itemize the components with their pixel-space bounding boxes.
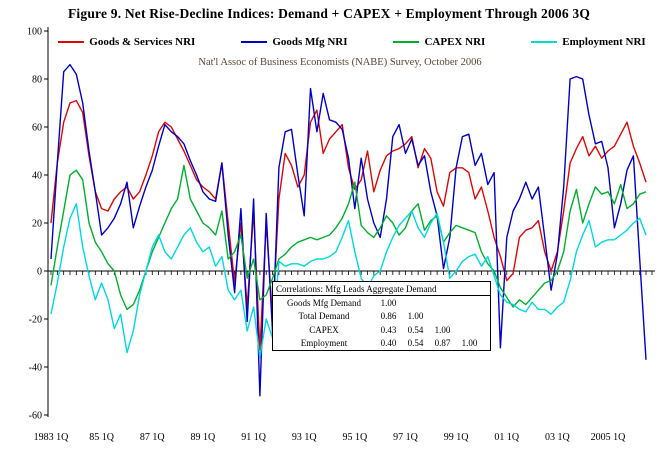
figure-title: Figure 9. Net Rise-Decline Indices: Dema…: [67, 6, 591, 21]
correlation-row-label: Goods Mfg Demand: [287, 297, 361, 308]
x-axis-label: 97 1Q: [393, 432, 419, 443]
y-axis-label: -40: [29, 363, 42, 374]
legend-label: CAPEX NRI: [424, 36, 486, 48]
legend-line-swatch: [58, 41, 85, 43]
correlation-row-employment: Employment 0.40 0.54 0.87 1.00: [273, 337, 490, 351]
series-line-goods-mfg-nri: [50, 63, 647, 397]
legend-item-capex-nri: CAPEX NRI: [393, 36, 485, 48]
legend-line-swatch: [241, 41, 268, 43]
correlation-row-label: Employment: [300, 338, 348, 349]
correlation-table-title: Correlations: Mfg Leads Aggregate Demand: [273, 282, 490, 296]
x-axis-label: 87 1Q: [140, 432, 166, 443]
series-line-employment-nri: [50, 203, 647, 359]
correlation-value: 0.43: [380, 324, 397, 335]
legend-item-goods-mfg-nri: Goods Mfg NRI: [241, 36, 347, 48]
x-axis-label: 85 1Q: [89, 432, 115, 443]
y-axis-label: -60: [29, 411, 42, 422]
legend-label: Goods Mfg NRI: [272, 36, 348, 48]
y-axis-label: 20: [32, 219, 42, 230]
correlation-row-total-demand: Total Demand 0.86 1.00: [273, 310, 490, 324]
y-axis-label: 100: [27, 27, 42, 38]
x-axis-label: 2005 1Q: [591, 432, 627, 443]
correlation-value: 1.00: [380, 297, 397, 308]
x-axis-label: 01 1Q: [494, 432, 520, 443]
legend-item-employment-nri: Employment NRI: [531, 36, 646, 48]
legend-line-swatch: [393, 41, 420, 43]
x-axis-label: 03 1Q: [545, 432, 571, 443]
x-axis-label: 91 1Q: [241, 432, 267, 443]
correlation-value: 0.40: [380, 338, 397, 349]
correlation-row-goods-mfg-demand: Goods Mfg Demand 1.00: [273, 296, 490, 310]
y-axis-label: 80: [32, 75, 42, 86]
x-axis-label: 93 1Q: [292, 432, 318, 443]
legend-label: Employment NRI: [562, 36, 646, 48]
correlation-value: 0.86: [380, 311, 397, 322]
legend-label: Goods & Services NRI: [89, 36, 196, 48]
correlation-row-label: Total Demand: [298, 311, 350, 322]
legend-item-goods-services-nri: Goods & Services NRI: [58, 36, 195, 48]
legend-line-swatch: [531, 41, 558, 43]
y-axis-label: -20: [29, 315, 42, 326]
correlation-value: 0.54: [407, 338, 424, 349]
correlation-row-capex: CAPEX 0.43 0.54 1.00: [273, 323, 490, 337]
correlation-value: 1.00: [461, 338, 478, 349]
correlation-value: 0.54: [407, 324, 424, 335]
x-axis-label: 99 1Q: [444, 432, 470, 443]
x-axis-label: 89 1Q: [191, 432, 217, 443]
correlation-value: 1.00: [434, 324, 451, 335]
y-axis-label: 60: [32, 123, 42, 134]
series-line-capex-nri: [50, 164, 647, 311]
y-axis-label: 0: [37, 267, 42, 278]
y-axis-label: 40: [32, 171, 42, 182]
figure-subtitle: Nat'l Assoc of Business Economists (NABE…: [198, 57, 482, 68]
correlation-value: 0.87: [434, 338, 451, 349]
correlation-table: Correlations: Mfg Leads Aggregate Demand…: [272, 281, 491, 351]
x-axis-label: 95 1Q: [342, 432, 368, 443]
chart-legend: Goods & Services NRI Goods Mfg NRI CAPEX N…: [58, 36, 646, 48]
correlation-row-label: CAPEX: [309, 324, 339, 335]
correlation-value: 1.00: [407, 311, 424, 322]
x-axis-label: 1983 1Q: [34, 432, 70, 443]
